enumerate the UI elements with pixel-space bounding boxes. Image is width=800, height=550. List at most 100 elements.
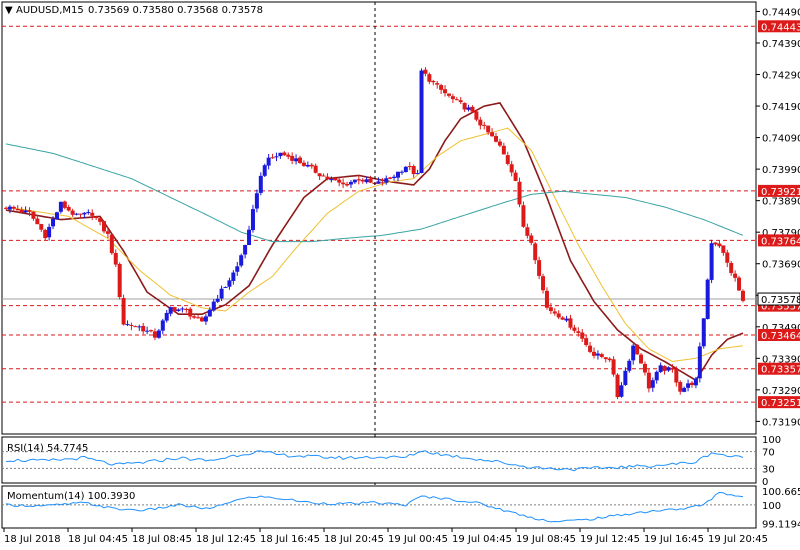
candle-body bbox=[90, 212, 95, 216]
candle-body bbox=[282, 152, 287, 156]
candle-body bbox=[666, 367, 671, 371]
candle-body bbox=[674, 368, 679, 383]
candle-body bbox=[23, 210, 28, 213]
candle-body bbox=[188, 308, 193, 317]
candle-body bbox=[184, 308, 189, 310]
candle-body bbox=[141, 325, 146, 332]
candle-body bbox=[388, 177, 393, 179]
candle-body bbox=[211, 301, 216, 311]
candle-body bbox=[384, 178, 389, 183]
candle-body bbox=[458, 100, 463, 103]
candle-body bbox=[521, 205, 526, 227]
level-label-box bbox=[758, 234, 800, 247]
candle-body bbox=[701, 318, 706, 347]
candle-body bbox=[109, 234, 114, 254]
price-tick-label: 0.73290 bbox=[762, 386, 800, 397]
rsi-scale-label: 70 bbox=[762, 448, 775, 459]
candle-body bbox=[670, 367, 675, 370]
candle-body bbox=[380, 182, 385, 184]
candle-body bbox=[298, 157, 302, 163]
time-tick-label: 19 Jul 04:45 bbox=[452, 534, 512, 545]
candle-body bbox=[145, 330, 150, 332]
candle-body bbox=[615, 374, 620, 398]
candle-body bbox=[490, 132, 495, 137]
candle-body bbox=[94, 216, 99, 219]
level-label-box bbox=[758, 396, 800, 409]
candle-body bbox=[541, 276, 546, 291]
candle-body bbox=[548, 307, 553, 312]
candle-body bbox=[223, 286, 228, 288]
candle-body bbox=[713, 242, 718, 245]
candle-body bbox=[466, 107, 471, 110]
price-tick-label: 0.74190 bbox=[762, 102, 800, 113]
level-label: 0.73251 bbox=[761, 398, 800, 409]
candle-body bbox=[595, 353, 600, 356]
candle-body bbox=[305, 164, 310, 167]
candle-body bbox=[160, 320, 165, 331]
momentum-scale-label: 100.6656 bbox=[762, 487, 800, 498]
candle-body bbox=[333, 178, 338, 181]
candle-body bbox=[560, 317, 565, 320]
rsi-panel-frame bbox=[1, 436, 757, 484]
candle-body bbox=[219, 288, 224, 299]
level-label: 0.73557 bbox=[761, 302, 800, 313]
candle-body bbox=[348, 181, 353, 185]
candle-body bbox=[192, 316, 197, 318]
candle-body bbox=[11, 206, 16, 209]
candle-body bbox=[15, 209, 20, 211]
candle-body bbox=[125, 324, 130, 326]
candle-body bbox=[556, 313, 561, 318]
candle-body bbox=[337, 179, 342, 183]
candle-body bbox=[82, 212, 87, 215]
candle-body bbox=[399, 171, 404, 173]
time-tick-label: 19 Jul 12:45 bbox=[580, 534, 640, 545]
time-tick-label: 19 Jul 16:45 bbox=[644, 534, 704, 545]
candle-body bbox=[43, 229, 48, 239]
candle-body bbox=[403, 166, 408, 173]
candle-body bbox=[537, 260, 542, 276]
candle-body bbox=[552, 311, 557, 314]
candle-body bbox=[450, 96, 455, 100]
candle-body bbox=[309, 164, 314, 167]
candle-body bbox=[611, 359, 616, 375]
candle-body bbox=[364, 179, 369, 183]
time-tick-label: 18 Jul 12:45 bbox=[196, 534, 256, 545]
candle-body bbox=[278, 152, 283, 157]
candle-body bbox=[105, 231, 110, 234]
chart-ohlc: 0.73569 0.73580 0.73568 0.73578 bbox=[88, 5, 263, 16]
candle-body bbox=[576, 331, 581, 333]
rsi-panel: RSI(14) 54.7745 bbox=[1, 436, 757, 484]
candle-body bbox=[494, 136, 498, 142]
candle-body bbox=[258, 175, 263, 193]
price-tick-label: 0.73190 bbox=[762, 417, 800, 428]
candle-body bbox=[396, 171, 400, 178]
candle-body bbox=[352, 179, 357, 183]
candle-body bbox=[619, 385, 624, 397]
chart-title-marker: ▼ bbox=[5, 5, 13, 16]
candle-body bbox=[180, 308, 185, 310]
candle-body bbox=[584, 338, 589, 346]
candle-body bbox=[474, 111, 479, 120]
candles bbox=[4, 67, 745, 400]
candle-body bbox=[27, 210, 32, 212]
price-tick-label: 0.73790 bbox=[762, 228, 800, 239]
candle-body bbox=[156, 330, 161, 338]
chart-symbol: AUDUSD,M15 bbox=[16, 5, 84, 16]
candle-body bbox=[227, 280, 232, 287]
candle-body bbox=[129, 324, 134, 326]
time-tick-label: 19 Jul 08:45 bbox=[516, 534, 576, 545]
candle-body bbox=[215, 298, 220, 302]
level-label: 0.73764 bbox=[761, 236, 800, 247]
candle-body bbox=[341, 182, 346, 185]
candle-body bbox=[102, 221, 106, 232]
candle-body bbox=[113, 252, 118, 265]
candle-body bbox=[47, 226, 52, 238]
momentum-scale: 100.6656 100 99.1194 bbox=[762, 487, 800, 531]
candle-body bbox=[533, 243, 538, 261]
candle-body bbox=[443, 89, 448, 94]
candle-body bbox=[705, 279, 710, 319]
candle-body bbox=[737, 277, 742, 291]
candle-body bbox=[717, 243, 722, 247]
candle-body bbox=[117, 264, 122, 298]
